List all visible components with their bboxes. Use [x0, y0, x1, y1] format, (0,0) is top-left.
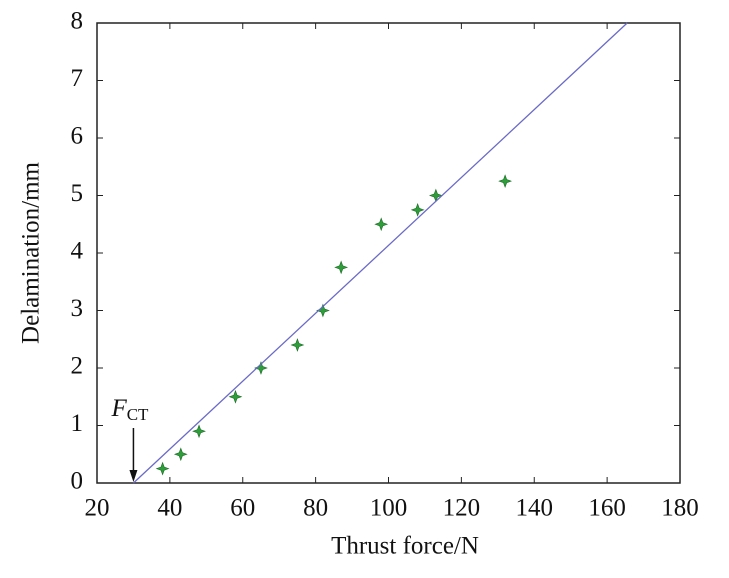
y-axis-label: Delamination/mm: [18, 161, 45, 343]
data-point: [428, 188, 443, 203]
plot-frame: [96, 22, 681, 484]
data-point: [374, 217, 389, 232]
x-tick-label: 140: [516, 495, 554, 522]
annotation-label: FCT: [110, 395, 149, 424]
x-axis-label: Thrust force/N: [331, 533, 479, 560]
annotation: FCT: [110, 395, 149, 482]
data-point: [173, 447, 188, 462]
y-tick-label: 2: [71, 353, 84, 380]
y-tick-label: 8: [71, 8, 84, 35]
y-tick-label: 1: [71, 410, 84, 437]
x-tick-label: 20: [85, 495, 110, 522]
data-point: [155, 461, 170, 476]
fit-line: [132, 22, 628, 484]
data-point: [410, 202, 425, 217]
data-point: [192, 424, 206, 439]
y-tick-label: 6: [71, 123, 84, 150]
x-tick-label: 160: [588, 495, 626, 522]
data-point: [498, 174, 512, 189]
y-tick-label: 4: [71, 238, 84, 265]
annotation-subscript: CT: [127, 405, 149, 424]
annotation-arrowhead: [129, 470, 138, 482]
x-tick-label: 100: [370, 495, 408, 522]
x-tick-label: 120: [443, 495, 481, 522]
x-tick-label: 40: [157, 495, 182, 522]
y-tick-label: 0: [71, 468, 84, 495]
x-tick-label: 180: [661, 495, 699, 522]
x-tick-label: 60: [230, 495, 255, 522]
annotation-text: F: [110, 395, 127, 422]
data-point: [290, 338, 305, 352]
data-point: [228, 389, 243, 404]
y-tick-label: 5: [71, 180, 84, 207]
data-point: [334, 260, 349, 275]
y-tick-label: 3: [71, 295, 84, 322]
x-tick-label: 80: [303, 495, 328, 522]
y-tick-label: 7: [71, 65, 84, 92]
